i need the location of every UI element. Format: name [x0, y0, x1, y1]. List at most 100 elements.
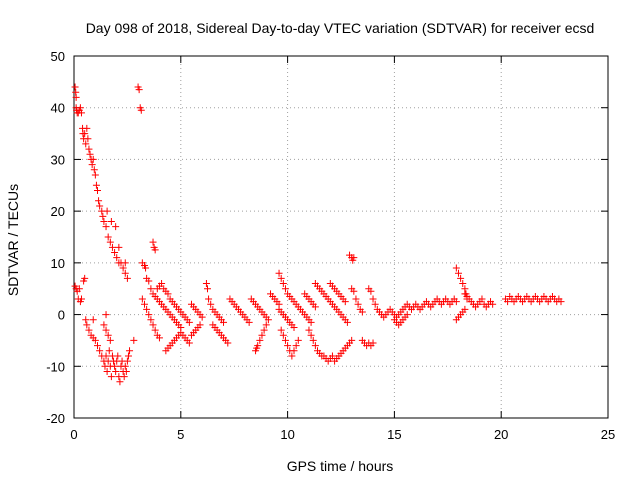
data-point [277, 326, 285, 334]
data-point [102, 352, 110, 360]
data-point [452, 264, 460, 272]
y-tick-label: 20 [51, 204, 65, 219]
data-point [102, 311, 110, 319]
data-point [104, 233, 112, 241]
data-point [126, 347, 134, 355]
data-point [369, 339, 377, 347]
x-tick-label: 10 [280, 427, 294, 442]
x-tick-label: 15 [387, 427, 401, 442]
data-point [459, 280, 467, 288]
data-point [207, 300, 215, 308]
data-point [112, 367, 120, 375]
data-point [122, 367, 130, 375]
data-point [120, 373, 128, 381]
data-point [305, 326, 313, 334]
data-point [202, 280, 210, 288]
data-point [311, 342, 319, 350]
y-tick-label: 10 [51, 256, 65, 271]
data-point [149, 238, 157, 246]
data-point [111, 249, 119, 257]
data-point [83, 124, 91, 132]
data-point [119, 264, 127, 272]
data-point [96, 202, 104, 210]
data-point [100, 321, 108, 329]
data-point [504, 298, 512, 306]
data-point [147, 285, 155, 293]
data-point [457, 274, 465, 282]
data-point [91, 171, 99, 179]
data-point [143, 305, 151, 313]
data-point [142, 264, 150, 272]
y-tick-label: 50 [51, 49, 65, 64]
data-point [205, 295, 213, 303]
data-point [140, 300, 148, 308]
data-point [185, 318, 193, 326]
data-point [489, 300, 497, 308]
data-point [204, 285, 211, 293]
data-point [454, 269, 462, 277]
data-point [254, 342, 262, 350]
data-point [224, 339, 232, 347]
data-point [100, 217, 108, 225]
data-point [309, 336, 317, 344]
data-point [123, 274, 131, 282]
x-tick-label: 25 [601, 427, 615, 442]
data-point [260, 326, 268, 334]
data-point [461, 305, 469, 313]
data-point [121, 259, 129, 267]
data-point [164, 290, 172, 298]
data-point [277, 274, 285, 282]
x-tick-label: 5 [177, 427, 184, 442]
data-point [103, 367, 111, 375]
data-point [343, 318, 351, 326]
axis-ticks: 0 5 10 15 20 25 -20 -10 0 10 20 30 40 50 [46, 49, 615, 442]
data-point [256, 336, 264, 344]
data-point [81, 274, 89, 282]
data-point [71, 83, 79, 91]
data-point [294, 336, 302, 344]
data-point [220, 318, 228, 326]
data-point [116, 378, 124, 386]
data-point [90, 166, 98, 174]
data-point [478, 295, 486, 303]
data-point [102, 326, 110, 334]
data-point [284, 342, 292, 350]
data-point [307, 318, 315, 326]
data-point [281, 336, 289, 344]
data-point [130, 336, 138, 344]
data-point [367, 287, 375, 295]
data-point [196, 321, 204, 329]
data-point [452, 298, 460, 306]
data-point [135, 86, 143, 94]
data-point [112, 223, 120, 231]
data-point [292, 342, 300, 350]
data-point [106, 238, 114, 246]
data-point [107, 217, 115, 225]
data-point [307, 331, 315, 339]
data-point [354, 300, 362, 308]
data-point [369, 295, 377, 303]
data-point [96, 347, 104, 355]
data-point [185, 339, 193, 347]
y-tick-label: 30 [51, 152, 65, 167]
data-point [93, 342, 101, 350]
data-point [104, 331, 112, 339]
data-point [147, 316, 155, 324]
data-point [93, 186, 101, 194]
data-point [290, 347, 298, 355]
data-point [85, 145, 93, 153]
data-point [77, 109, 85, 117]
data-point [137, 106, 145, 114]
data-point [82, 140, 90, 148]
data-point [198, 313, 206, 321]
data-point [350, 254, 358, 262]
data-point [88, 161, 96, 169]
data-point [105, 347, 113, 355]
data-point [114, 352, 122, 360]
data-point [149, 321, 157, 329]
x-axis-label: GPS time / hours [287, 458, 394, 474]
data-point [82, 316, 90, 324]
data-point [155, 334, 163, 342]
data-point [281, 285, 289, 293]
data-point [371, 300, 379, 308]
